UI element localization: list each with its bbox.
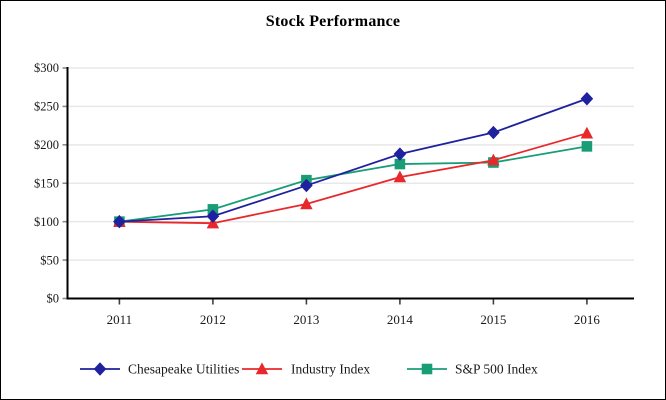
y-axis-label: $300 [34,61,59,75]
series-line-s-p-500-index [119,145,588,223]
x-axis-label: 2012 [200,312,226,327]
data-point-industry-index [300,197,313,210]
data-point-industry-index [487,153,500,166]
legend-label-industry-index: Industry Index [291,362,370,377]
legend-marker-industry-index [255,362,269,375]
series-line-chesapeake-utilities [119,97,588,223]
data-point-chesapeake-utilities [113,214,126,229]
legend-marker-chesapeake-utilities [93,362,107,376]
data-point-s-p-500-index [581,141,593,152]
data-point-industry-index [580,126,594,139]
x-axis-label: 2015 [480,312,506,327]
data-point-chesapeake-utilities [580,92,594,106]
x-axis-label: 2014 [387,312,414,327]
x-axis-label: 2013 [293,312,319,327]
legend-label-chesapeake-utilities: Chesapeake Utilities [128,362,239,377]
legend-label-s-p-500-index: S&P 500 Index [455,362,538,377]
data-point-chesapeake-utilities [393,147,407,161]
y-axis-label: $200 [34,138,59,152]
y-axis-label: $150 [34,176,59,190]
chart-title: Stock Performance [265,13,401,30]
data-point-chesapeake-utilities [206,209,220,224]
data-point-chesapeake-utilities [487,125,500,140]
legend-marker-s-p-500-index [421,363,433,375]
y-axis-label: $100 [34,215,59,229]
y-axis-label: $50 [40,253,59,267]
x-axis-label: 2016 [574,312,601,327]
y-axis-label: $0 [47,292,60,306]
series-line-industry-index [119,132,588,225]
y-axis-label: $250 [34,100,59,114]
x-axis-label: 2011 [107,312,133,327]
data-point-chesapeake-utilities [300,178,313,193]
data-point-industry-index [393,170,407,183]
